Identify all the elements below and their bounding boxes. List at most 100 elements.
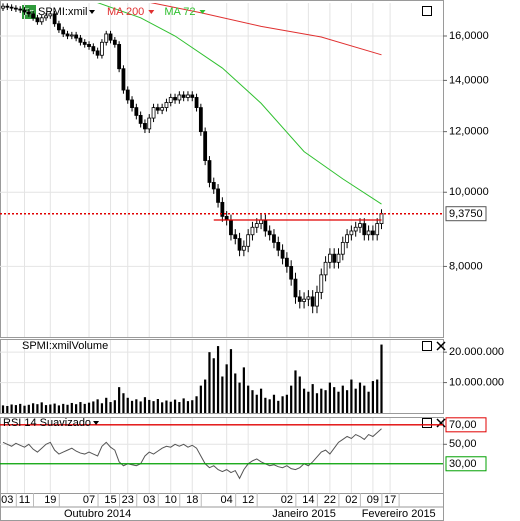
candle-body (138, 115, 143, 124)
level-label: 70,00 (449, 419, 477, 431)
volume-bar (376, 379, 379, 413)
volume-bar (118, 387, 121, 413)
candle-body (332, 253, 337, 263)
candle-body (267, 230, 272, 236)
candle-body (95, 50, 100, 56)
candle-body (125, 89, 130, 101)
candle-body (147, 117, 152, 130)
candle-body (358, 223, 362, 228)
candle-body (349, 230, 354, 236)
x-tick-label: 07 (83, 494, 95, 506)
x-tick-label: 12 (242, 494, 254, 506)
candle-body (254, 223, 259, 228)
candle-body (250, 226, 255, 236)
volume-bar (143, 397, 147, 413)
volume-bar (139, 401, 142, 413)
month-label: Outubro 2014 (64, 508, 131, 520)
window-buttons (422, 6, 446, 428)
dropdown-arrow (199, 10, 206, 14)
candle-body (35, 17, 40, 23)
volume-bar (169, 401, 172, 413)
candle-body (74, 34, 79, 39)
volume-bar (216, 346, 220, 413)
volume-bar (208, 352, 211, 413)
volume-bar (173, 399, 177, 413)
moving-average (150, 3, 382, 56)
candle-body (134, 107, 139, 116)
maximize-button[interactable] (422, 341, 432, 351)
x-tick-label: 02 (281, 494, 293, 506)
candle-body (69, 34, 74, 37)
volume-bar (156, 399, 159, 413)
volume-bar (10, 404, 13, 413)
volume-bar (255, 394, 258, 413)
volume-bar (122, 393, 125, 413)
month-label: Janeiro 2015 (272, 508, 336, 520)
volume-bar (105, 397, 108, 413)
candle-body (52, 13, 57, 25)
volume-bar (247, 385, 250, 413)
volume-bar (363, 385, 366, 413)
volume-bar (165, 400, 168, 413)
candle-body (121, 68, 126, 91)
legend-entry: MA 200 (107, 6, 144, 18)
candle-body (18, 8, 23, 11)
candle-body (22, 9, 27, 13)
volume-bar (294, 370, 297, 413)
volume-bar (221, 376, 224, 413)
volume-bar (229, 349, 233, 413)
x-tick-label: 09 (367, 494, 379, 506)
volume-bar (66, 404, 69, 413)
volume-bar (32, 403, 35, 413)
candle-body (87, 44, 91, 47)
candle-body (26, 11, 31, 15)
dropdown-arrow (148, 10, 155, 14)
candle-body (181, 94, 186, 98)
candle-body (306, 296, 311, 300)
candle-body (289, 266, 294, 280)
x-tick-label: 15 (104, 494, 116, 506)
candle-body (302, 298, 306, 302)
candle-body (315, 291, 319, 307)
volume-bar (70, 402, 73, 413)
x-tick-label: 22 (324, 494, 336, 506)
candle-body (186, 94, 190, 98)
candle-body (100, 41, 104, 56)
maximize-button[interactable] (422, 418, 432, 428)
candle-body (61, 29, 66, 35)
candle-body (190, 94, 195, 98)
volume-bar (345, 390, 349, 413)
volume-bar (371, 381, 374, 413)
volume-bar (380, 344, 383, 413)
panel-title: SPMI:xmil (38, 6, 88, 18)
candle-body (345, 234, 349, 243)
volume-bar (337, 391, 340, 413)
close-button[interactable] (436, 418, 446, 428)
candle-body (336, 253, 341, 263)
panel-title: RSI 14 Suavizado (3, 417, 91, 429)
volume-bar (354, 388, 357, 413)
candle-body (39, 17, 44, 23)
volume-bar (161, 402, 164, 413)
candle-body (207, 160, 212, 183)
candle-body (272, 234, 276, 243)
volume-bar (251, 390, 254, 413)
close-button[interactable] (436, 341, 446, 351)
volume-bar (268, 399, 271, 413)
candle-body (9, 6, 14, 9)
candle-body (82, 41, 87, 45)
y-tick-label: 50,00 (449, 438, 477, 450)
volume-bar (315, 393, 319, 413)
dropdown-arrow (93, 421, 100, 425)
volume-bar (57, 405, 61, 413)
x-tick-label: 23 (122, 494, 134, 506)
volume-bar (212, 358, 215, 413)
candle-body (233, 234, 238, 239)
panel-content (0, 340, 443, 413)
moving-average (97, 3, 382, 205)
volume-bar (96, 399, 99, 413)
x-tick-label: 14 (302, 494, 314, 506)
maximize-button[interactable] (422, 6, 432, 16)
candle-body (155, 107, 160, 111)
candle-body (160, 107, 165, 111)
